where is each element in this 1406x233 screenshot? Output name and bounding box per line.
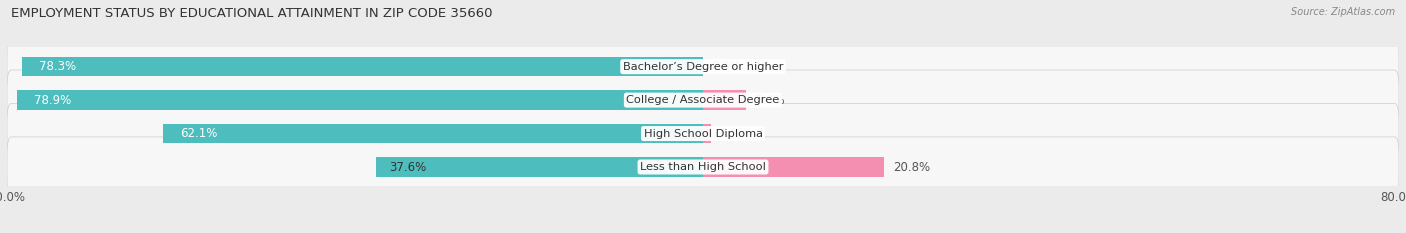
Text: 0.0%: 0.0% xyxy=(711,60,741,73)
Text: 20.8%: 20.8% xyxy=(893,161,929,174)
Bar xyxy=(703,90,747,110)
FancyBboxPatch shape xyxy=(7,103,1399,164)
FancyBboxPatch shape xyxy=(7,37,1399,97)
Text: 62.1%: 62.1% xyxy=(180,127,218,140)
Text: 37.6%: 37.6% xyxy=(389,161,426,174)
Text: 78.9%: 78.9% xyxy=(34,94,72,107)
Bar xyxy=(375,157,703,177)
Bar xyxy=(703,157,884,177)
Text: Less than High School: Less than High School xyxy=(640,162,766,172)
Text: Source: ZipAtlas.com: Source: ZipAtlas.com xyxy=(1291,7,1395,17)
Bar xyxy=(703,124,711,143)
Text: 0.9%: 0.9% xyxy=(720,127,749,140)
FancyBboxPatch shape xyxy=(7,70,1399,130)
FancyBboxPatch shape xyxy=(7,137,1399,197)
Text: EMPLOYMENT STATUS BY EDUCATIONAL ATTAINMENT IN ZIP CODE 35660: EMPLOYMENT STATUS BY EDUCATIONAL ATTAINM… xyxy=(11,7,492,20)
Text: Bachelor’s Degree or higher: Bachelor’s Degree or higher xyxy=(623,62,783,72)
Text: High School Diploma: High School Diploma xyxy=(644,129,762,139)
Bar xyxy=(22,57,703,76)
Text: 78.3%: 78.3% xyxy=(39,60,76,73)
Bar xyxy=(17,90,703,110)
Text: 5.0%: 5.0% xyxy=(755,94,785,107)
Text: College / Associate Degree: College / Associate Degree xyxy=(627,95,779,105)
Bar xyxy=(163,124,703,143)
